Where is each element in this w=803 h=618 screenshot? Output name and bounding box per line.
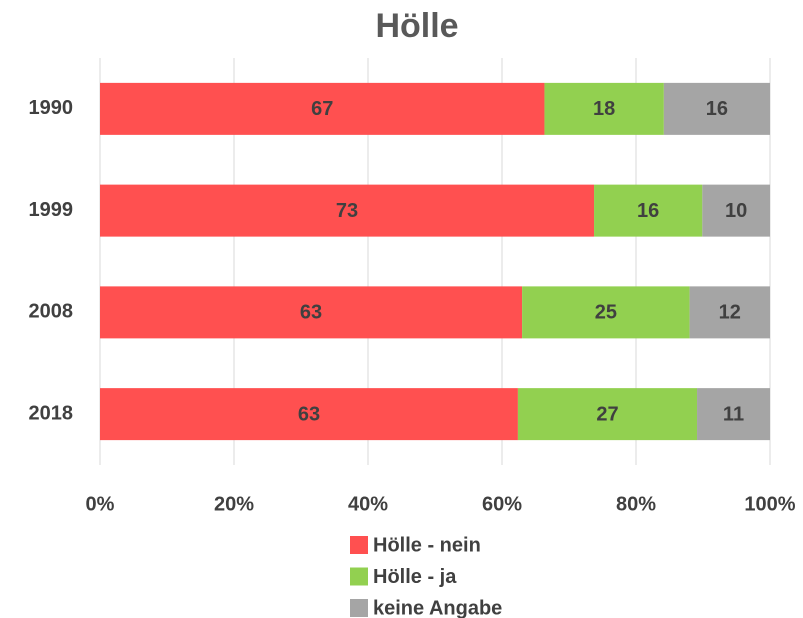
legend-swatch <box>350 599 368 617</box>
y-tick-label: 1990 <box>29 97 74 119</box>
bar-segment <box>100 286 523 339</box>
x-tick-label: 20% <box>214 493 254 515</box>
bar-segment <box>100 82 545 135</box>
chart-title: Hölle <box>375 7 458 45</box>
data-label: 73 <box>336 200 358 222</box>
data-label: 12 <box>719 302 741 324</box>
bar-segment <box>544 82 664 135</box>
x-tick-label: 100% <box>744 493 795 515</box>
data-label: 10 <box>725 200 747 222</box>
data-label: 18 <box>593 98 615 120</box>
bar-segment <box>594 184 703 237</box>
data-label: 27 <box>596 403 618 425</box>
bar-segment <box>100 388 518 441</box>
data-label: 16 <box>637 200 659 222</box>
y-tick-label: 2018 <box>29 402 74 424</box>
bar-segment <box>702 184 770 237</box>
data-label: 63 <box>298 403 320 425</box>
bar-segment <box>517 388 698 441</box>
legend-swatch <box>350 567 368 586</box>
data-label: 25 <box>595 302 617 324</box>
x-tick-label: 80% <box>616 493 656 515</box>
y-tick-label: 2008 <box>29 301 74 323</box>
legend-label: keine Angabe <box>373 597 502 618</box>
x-tick-label: 40% <box>348 493 388 515</box>
data-label: 11 <box>723 403 744 425</box>
bar-segment <box>663 82 770 135</box>
bar-segment <box>100 184 595 237</box>
bar-segment <box>522 286 690 339</box>
bar-segment <box>697 388 770 441</box>
legend-swatch <box>350 536 368 554</box>
data-label: 67 <box>311 98 333 120</box>
legend-label: Hölle - ja <box>373 566 457 588</box>
y-tick-label: 1999 <box>29 199 74 221</box>
x-tick-label: 60% <box>482 493 522 515</box>
data-label: 63 <box>300 302 322 324</box>
legend-label: Hölle - nein <box>373 534 481 556</box>
x-tick-label: 0% <box>86 493 115 515</box>
data-label: 16 <box>706 98 728 120</box>
bar-segment <box>689 286 770 339</box>
